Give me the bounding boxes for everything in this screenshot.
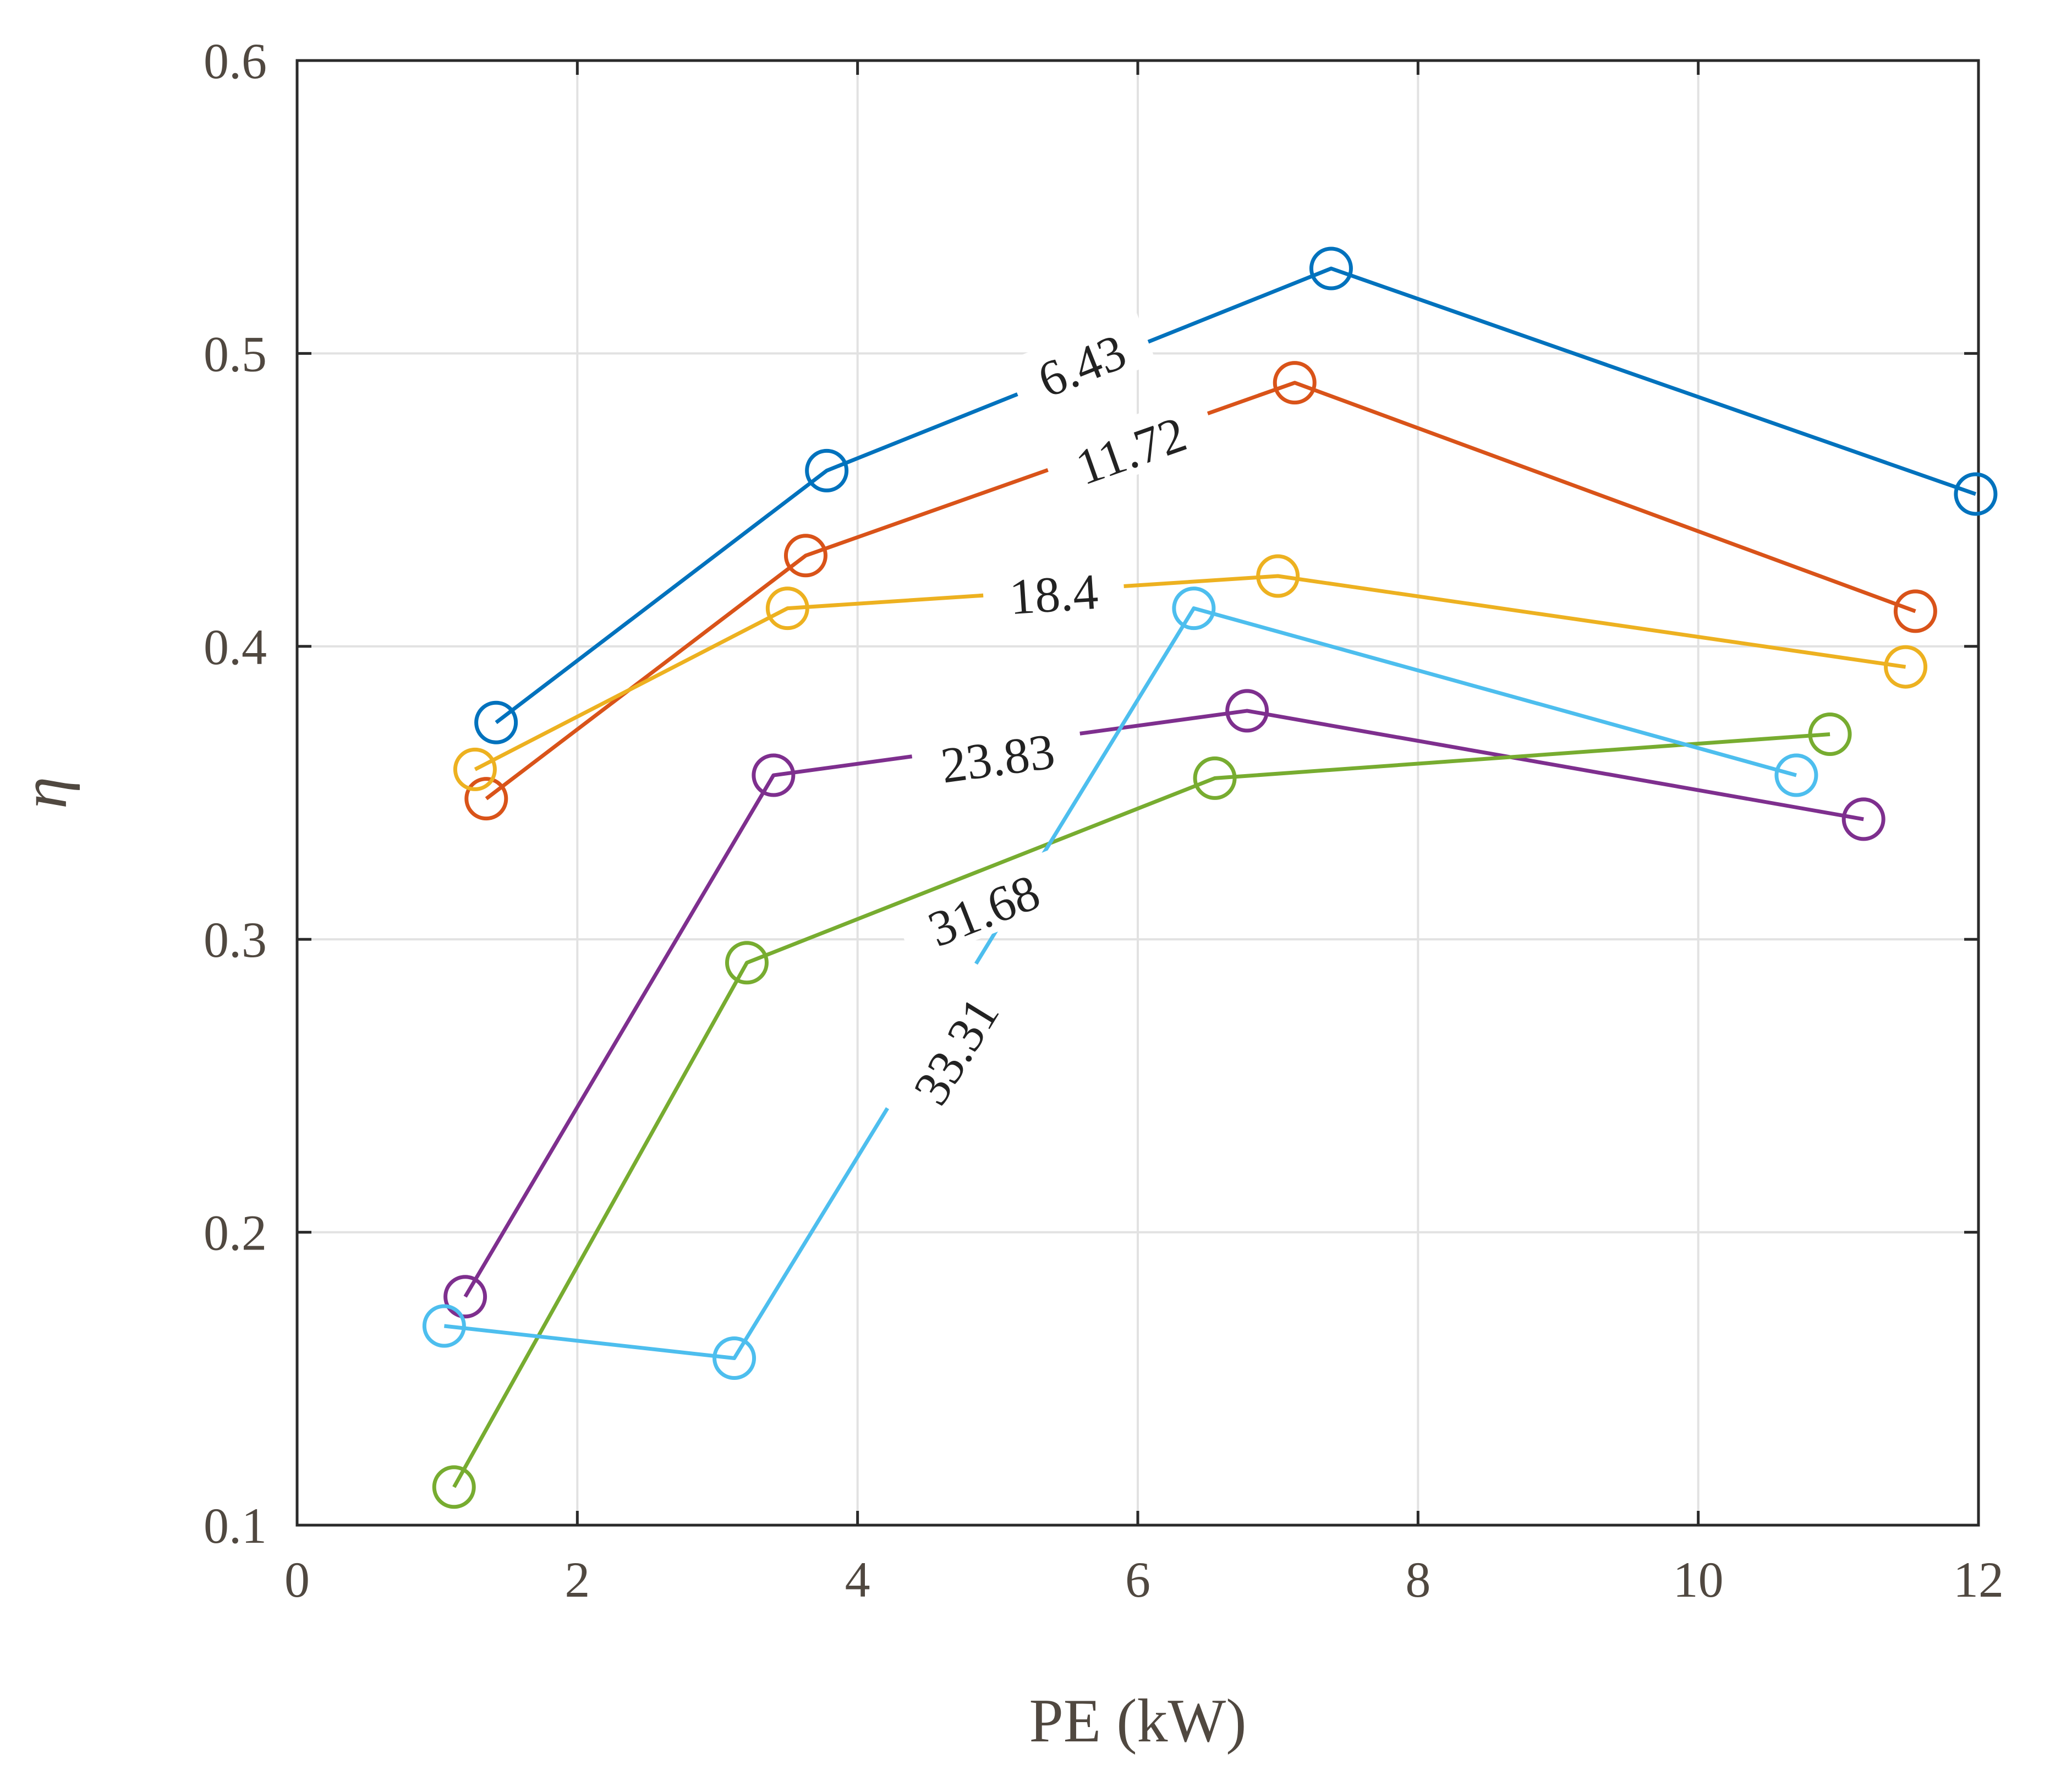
series-line [452, 732, 1830, 1488]
data-point [1309, 246, 1353, 291]
data-point [1774, 753, 1818, 797]
y-tick-label: 0.2 [204, 1205, 267, 1261]
data-point [1256, 554, 1300, 598]
data-point [1954, 472, 1998, 516]
x-tick-label: 2 [564, 1552, 590, 1608]
y-tick-label: 0.5 [204, 326, 267, 382]
x-tick-label: 8 [1405, 1552, 1430, 1608]
y-axis-title: η [8, 777, 80, 809]
series-label-halo [1004, 309, 1157, 415]
data-point [1273, 361, 1317, 405]
data-point [1841, 797, 1885, 841]
data-point [725, 941, 769, 985]
data-point [783, 534, 827, 578]
data-point [1172, 587, 1216, 631]
data-point [1893, 589, 1937, 633]
series-label-halo [884, 961, 1022, 1136]
data-point [474, 700, 518, 744]
data-point [765, 587, 809, 631]
series-label-18.4: 18.4 [981, 557, 1126, 625]
data-point [453, 747, 497, 791]
y-tick-label: 0.1 [204, 1498, 267, 1554]
series-label-text: 18.4 [1008, 563, 1100, 625]
data-point [443, 1275, 487, 1319]
data-point [712, 1336, 757, 1380]
x-axis-title: PE (kW) [1029, 1687, 1246, 1755]
series-label-halo [981, 557, 1126, 624]
y-tick-label: 0.3 [204, 912, 267, 968]
data-point [1808, 713, 1852, 757]
series-label-halo [909, 714, 1086, 794]
data-point [464, 777, 508, 821]
x-tick-label: 10 [1673, 1552, 1724, 1608]
axis-ticks: 0 2 4 6 8 10 12 0.1 0.2 0.3 0.4 0.5 0.6 [204, 33, 2004, 1608]
x-tick-label: 4 [845, 1552, 870, 1608]
series-31.68 [432, 713, 1852, 1509]
x-tick-label: 6 [1125, 1552, 1150, 1608]
data-point [1225, 689, 1269, 733]
series-label-halo [893, 849, 1072, 965]
data-point [1884, 645, 1928, 689]
data-point [432, 1465, 476, 1509]
series-label-halo [1040, 392, 1219, 502]
data-point [805, 448, 849, 492]
x-tick-label: 0 [284, 1552, 310, 1608]
x-tick-label: 12 [1953, 1552, 2004, 1608]
y-tick-label: 0.6 [204, 33, 267, 89]
data-point [422, 1304, 466, 1348]
data-point [752, 753, 796, 797]
y-tick-label: 0.4 [204, 619, 267, 675]
data-point [1193, 756, 1237, 800]
